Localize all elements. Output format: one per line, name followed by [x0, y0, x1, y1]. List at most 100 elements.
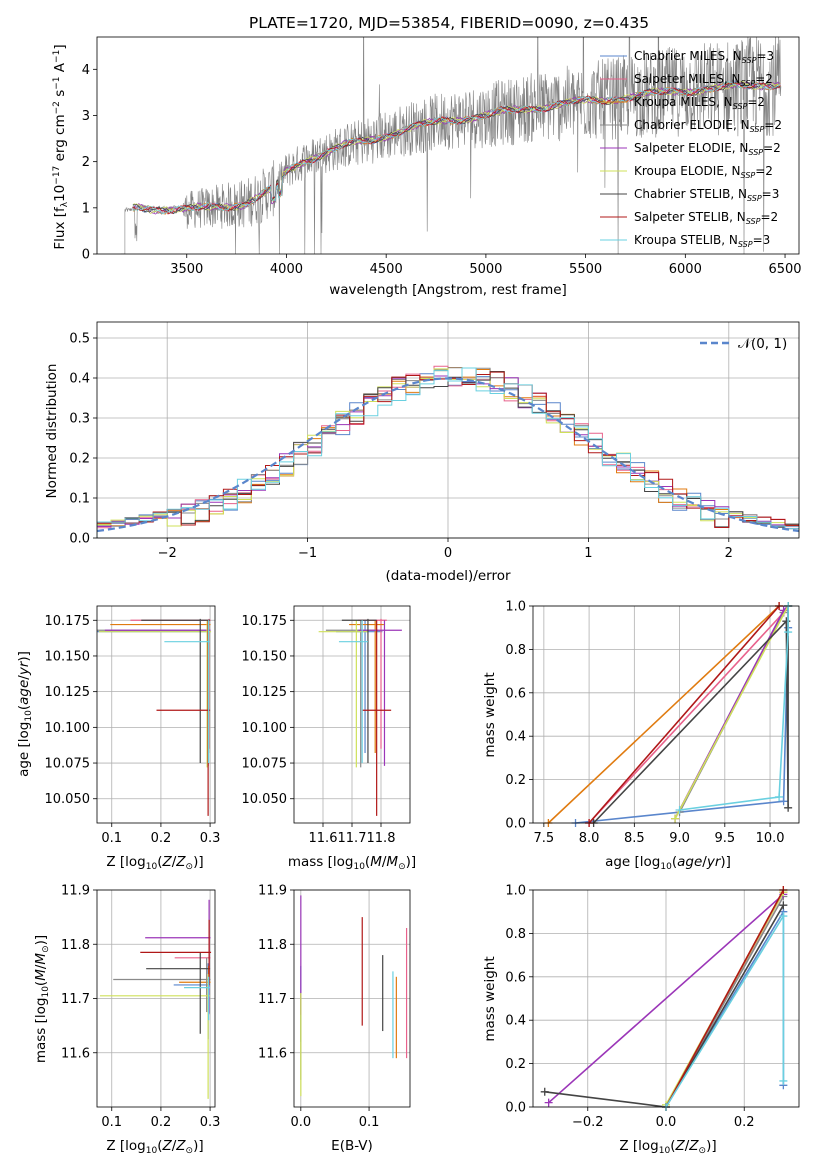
y-tick-label: 11.7 — [61, 992, 90, 1007]
normal-curve — [97, 377, 799, 533]
x-tick-label: −1 — [298, 546, 317, 561]
y-tick-label: 10.100 — [242, 721, 288, 736]
x-tick-label: 5000 — [469, 262, 502, 277]
x-tick-label: 8.5 — [624, 831, 645, 846]
x-tick-label: 11.6 — [309, 831, 338, 846]
y-tick-label: 1.0 — [505, 884, 526, 899]
p8-xlabel: Z [log10(Z/Z⊙)] — [619, 1138, 716, 1156]
normal-legend-label: 𝒩(0, 1) — [738, 336, 787, 352]
y-tick-label: 11.6 — [258, 1046, 287, 1061]
x-tick-label: 0.1 — [101, 1115, 122, 1130]
weight-vs-metallicity-panel: −0.2 0.0 0.2 0.0 0.2 0.4 0.6 0.8 1.0 — [505, 884, 800, 1130]
y-tick-label: 0.0 — [505, 817, 526, 832]
weight-line-1 — [588, 605, 789, 824]
axes-frame — [293, 889, 411, 1108]
y-tick-label: 0.6 — [505, 686, 526, 701]
y-tick-label: 10.175 — [45, 614, 91, 629]
x-tick-label: 4000 — [270, 262, 303, 277]
weight-line-0 — [575, 606, 789, 824]
mass-vs-metallicity-panel: 0.1 0.2 0.3 11.6 11.7 11.8 11.9 — [61, 884, 220, 1131]
model-spectrum-line-5 — [132, 80, 781, 214]
y-tick-label: 0.5 — [69, 332, 90, 347]
residual-legend: 𝒩(0, 1) — [700, 336, 787, 352]
spectrum-panel: 3500 4000 4500 5000 5500 6000 6500 0 1 2 3 4 — [82, 36, 802, 277]
axes-frame — [532, 605, 800, 824]
axes-frame — [532, 889, 800, 1108]
y-tick-label: 0.0 — [505, 1101, 526, 1116]
legend-label-4: Salpeter ELODIE, NSSP=2 — [634, 141, 781, 157]
weight-marker-8 — [784, 628, 793, 637]
y-tick-label: 1 — [82, 201, 90, 216]
y-tick-label: 10.075 — [242, 757, 288, 772]
x-tick-label: 11.7 — [338, 831, 367, 846]
y-tick-label: 0 — [82, 248, 90, 263]
weight-line-8 — [665, 913, 785, 1108]
weight-marker-8 — [779, 912, 788, 921]
legend-label-5: Kroupa ELODIE, NSSP=2 — [634, 164, 773, 180]
x-tick-label: 7.5 — [534, 831, 555, 846]
y-tick-label: 0.4 — [69, 372, 90, 387]
x-tick-label: 0.2 — [151, 831, 172, 846]
residual-xlabel: (data-model)/error — [385, 568, 511, 584]
x-tick-label: 1 — [584, 546, 592, 561]
y-tick-label: 10.125 — [242, 685, 288, 700]
histogram-step-8 — [97, 367, 799, 538]
y-tick-label: 3 — [82, 109, 90, 124]
y-tick-label: 0.2 — [505, 1057, 526, 1072]
x-tick-label: 0.1 — [101, 831, 122, 846]
weight-marker-8 — [675, 805, 684, 814]
p6-xlabel: Z [log10(Z/Z⊙)] — [106, 1138, 203, 1156]
x-tick-label: −0.2 — [572, 1115, 604, 1130]
p4-xlabel: mass [log10(M/M⊙)] — [288, 854, 416, 872]
legend-label-8: Kroupa STELIB, NSSP=3 — [634, 233, 770, 249]
y-tick-label: 10.050 — [242, 792, 288, 807]
p3-ylabel: age [log10(age/yr)] — [16, 651, 34, 777]
x-tick-label: −2 — [158, 546, 177, 561]
spectrum-legend: Chabrier MILES, NSSP=3 Salpeter MILES, NS… — [600, 49, 782, 249]
weight-line-8 — [679, 606, 789, 811]
spectrum-xlabel: wavelength [Angstrom, rest frame] — [329, 282, 567, 298]
x-tick-label: 0.1 — [359, 1115, 380, 1130]
x-tick-label: 0.3 — [200, 831, 221, 846]
y-tick-label: 1.0 — [505, 600, 526, 615]
y-tick-label: 10.075 — [45, 757, 91, 772]
axes-frame — [96, 889, 216, 1108]
legend-label-2: Kroupa MILES, NSSP=2 — [634, 95, 765, 111]
x-tick-label: 11.8 — [367, 831, 396, 846]
y-tick-label: 2 — [82, 155, 90, 170]
y-tick-label: 10.175 — [242, 614, 288, 629]
x-tick-label: 10.0 — [756, 831, 785, 846]
y-tick-label: 0.4 — [505, 1014, 526, 1029]
y-tick-label: 10.125 — [45, 685, 91, 700]
p8-ylabel: mass weight — [482, 956, 498, 1041]
x-tick-label: 0.2 — [734, 1115, 755, 1130]
y-tick-label: 0.1 — [69, 492, 90, 507]
x-tick-label: 6000 — [669, 262, 702, 277]
legend-label-7: Salpeter STELIB, NSSP=2 — [634, 210, 778, 226]
y-tick-label: 11.9 — [61, 884, 90, 899]
weight-marker-5 — [671, 814, 680, 823]
weight-line-5 — [674, 605, 789, 820]
y-tick-label: 10.050 — [45, 792, 91, 807]
axes-frame — [96, 605, 216, 824]
y-tick-label: 11.8 — [61, 938, 90, 953]
x-tick-label: 9.5 — [714, 831, 735, 846]
legend-label-3: Chabrier ELODIE, NSSP=2 — [634, 118, 782, 134]
weight-marker-6 — [784, 803, 793, 812]
weight-line-6 — [593, 606, 789, 824]
x-tick-label: 6500 — [768, 262, 801, 277]
y-tick-label: 4 — [82, 63, 90, 78]
y-tick-label: 11.8 — [258, 938, 287, 953]
weight-line-4 — [548, 893, 784, 1104]
weight-line-7 — [665, 889, 785, 1108]
x-tick-label: 0.3 — [200, 1115, 221, 1130]
weight-marker-6 — [540, 1087, 549, 1096]
observed-spectrum-line — [120, 37, 782, 254]
residual-histogram-panel: −2 −1 0 1 2 0.0 0.1 0.2 0.3 0.4 0.5 — [69, 321, 800, 561]
weight-marker-6 — [779, 901, 788, 910]
weight-line-6 — [544, 904, 785, 1108]
x-tick-label: 4500 — [370, 262, 403, 277]
y-tick-label: 10.150 — [45, 649, 91, 664]
x-tick-label: 0 — [444, 546, 452, 561]
legend-label-6: Chabrier STELIB, NSSP=3 — [634, 187, 779, 203]
